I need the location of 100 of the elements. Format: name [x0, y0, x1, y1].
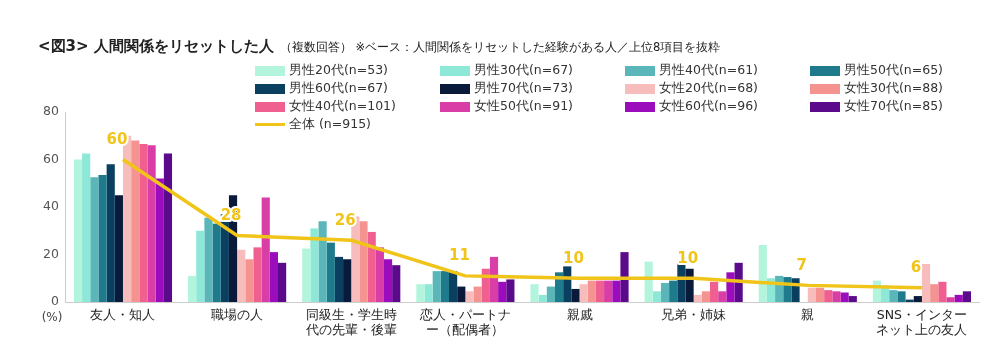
bar — [612, 280, 621, 302]
bar — [334, 256, 344, 302]
bar — [90, 177, 99, 302]
bar — [644, 261, 653, 302]
bar — [278, 262, 287, 302]
data-label: 11 — [448, 246, 470, 265]
legend-label: 男性40代(n=61) — [659, 62, 758, 79]
data-label: 6 — [910, 258, 922, 277]
x-tick-label: 親 — [801, 306, 815, 322]
y-tick-label: 80 — [43, 103, 59, 119]
x-tick-label: 同級生・学生時代の先輩・後輩 — [304, 306, 397, 337]
data-label: 10 — [563, 248, 584, 267]
bar — [424, 284, 433, 302]
bar — [392, 265, 401, 302]
bar — [660, 283, 670, 302]
bar — [530, 284, 539, 302]
legend-label: 女性50代(n=91) — [474, 98, 573, 115]
bar — [457, 286, 466, 302]
bar — [913, 296, 922, 302]
y-tick-label: 0 — [50, 293, 59, 309]
bar — [131, 140, 140, 302]
bar — [579, 284, 588, 302]
bar — [652, 291, 661, 302]
legend-label: 男性30代(n=67) — [474, 62, 573, 79]
bar — [465, 291, 474, 302]
bar — [620, 252, 629, 302]
bar — [538, 294, 547, 302]
bar — [604, 280, 613, 302]
bar — [326, 242, 335, 302]
bar — [114, 195, 123, 302]
bar — [669, 280, 678, 302]
bar — [710, 281, 719, 302]
bar — [440, 271, 450, 302]
bar — [82, 153, 91, 302]
x-tick-label: 兄弟・姉妹 — [661, 306, 727, 322]
bar — [196, 230, 205, 302]
data-label: 26 — [334, 210, 356, 229]
bar — [302, 248, 311, 302]
y-tick-label: 40 — [43, 198, 59, 214]
legend-label: 女性60代(n=96) — [659, 98, 758, 115]
bar — [245, 259, 254, 302]
bar — [98, 174, 107, 302]
legend-label: 男性60代(n=67) — [289, 80, 388, 97]
data-label: 10 — [677, 248, 699, 267]
bar — [204, 217, 213, 302]
bar — [139, 144, 148, 302]
x-tick-label: 友人・知人 — [90, 306, 156, 322]
bar — [489, 256, 499, 302]
legend-label: 男性50代(n=65) — [844, 62, 943, 79]
bar — [693, 294, 702, 302]
bar — [571, 288, 580, 302]
y-tick-label: 60 — [43, 150, 59, 166]
bar — [807, 287, 816, 302]
bar — [506, 279, 515, 302]
legend-label: 全体 (n=915) — [289, 116, 371, 133]
bar — [815, 287, 825, 302]
bar — [701, 291, 711, 302]
bar — [921, 264, 931, 302]
x-tick-label: SNS・インターネット上の友人 — [876, 306, 968, 337]
bar — [840, 292, 849, 302]
bar — [188, 275, 197, 302]
data-label: 7 — [796, 255, 808, 274]
bar — [416, 284, 425, 302]
chart-title: <図3> 人間関係をリセットした人 — [38, 37, 274, 55]
chart-subtitle: （複数回答） ※ベース：人間関係をリセットした経験がある人／上位8項目を抜粋 — [279, 40, 721, 54]
bar — [147, 145, 156, 302]
bar — [318, 221, 327, 302]
y-axis-title: (%) — [41, 310, 63, 325]
bar — [587, 280, 596, 302]
bar — [848, 296, 857, 302]
legend-label: 女性40代(n=101) — [289, 98, 396, 115]
legend-label: 女性70代(n=85) — [844, 98, 943, 115]
bar — [269, 252, 279, 302]
bar — [954, 294, 963, 302]
bar — [595, 280, 605, 302]
bar — [367, 231, 376, 302]
bar — [758, 245, 767, 302]
legend-label: 男性70代(n=73) — [474, 80, 573, 97]
bar — [546, 286, 555, 302]
data-label: 60 — [106, 129, 128, 148]
bar — [824, 290, 833, 302]
bar — [383, 259, 393, 302]
bar — [498, 281, 507, 302]
bar — [163, 153, 173, 302]
bar — [253, 247, 262, 302]
bar — [237, 249, 246, 302]
bar — [889, 290, 898, 302]
bar — [946, 297, 955, 302]
bar — [832, 291, 841, 302]
bar — [106, 164, 115, 302]
bar — [310, 228, 319, 302]
bar — [897, 291, 906, 302]
bar — [73, 159, 83, 302]
bar — [432, 271, 441, 302]
legend-label: 男性20代(n=53) — [289, 62, 388, 79]
bar — [261, 197, 270, 302]
x-tick-label: 恋人・パートナー（配偶者） — [418, 306, 511, 337]
legend-label: 女性20代(n=68) — [659, 80, 758, 97]
bar — [359, 221, 368, 302]
legend-label: 女性30代(n=88) — [844, 80, 943, 97]
